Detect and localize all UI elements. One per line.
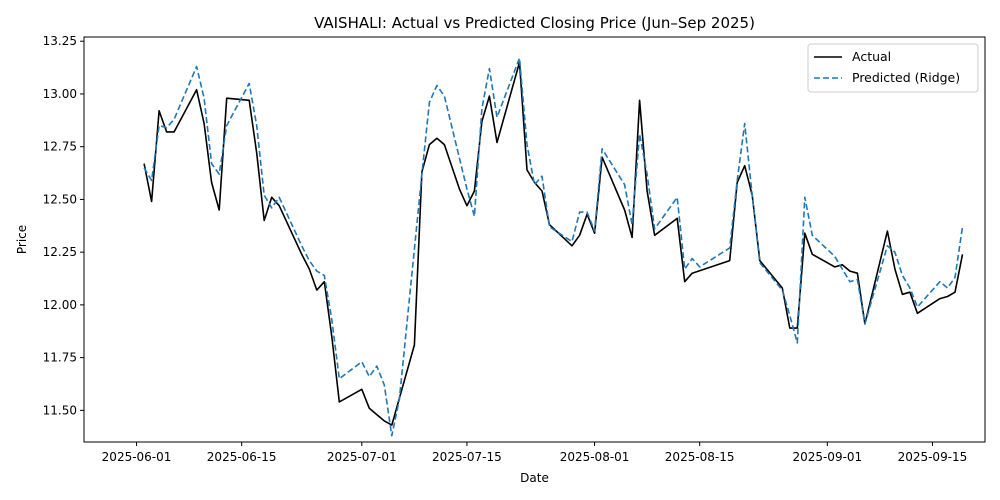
y-axis-title: Price <box>15 225 29 254</box>
x-tick-label: 2025-07-15 <box>432 450 502 464</box>
chart-title: VAISHALI: Actual vs Predicted Closing Pr… <box>314 14 755 32</box>
y-tick-label: 12.25 <box>43 245 77 259</box>
x-axis: 2025-06-01 2025-06-15 2025-07-01 2025-07-15… <box>102 442 968 464</box>
y-tick-label: 12.75 <box>43 140 77 154</box>
legend-box <box>807 43 979 93</box>
series-layer <box>143 57 964 437</box>
legend-label: Actual <box>852 49 891 64</box>
x-tick-label: 2025-09-01 <box>792 450 862 464</box>
series-line-actual <box>143 61 964 426</box>
y-tick-label: 11.50 <box>43 403 77 417</box>
plot-frame <box>83 36 986 443</box>
series-line-predicted <box>143 57 964 437</box>
x-tick-label: 2025-09-15 <box>898 450 968 464</box>
y-tick-label: 12.50 <box>43 192 77 206</box>
y-tick-label: 13.00 <box>43 87 77 101</box>
y-tick-label: 12.00 <box>43 298 77 312</box>
y-axis: 11.50 11.75 12.00 12.25 12.50 12.75 13.00 13.25 <box>43 34 84 417</box>
x-axis-title: Date <box>520 471 549 485</box>
legend-label: Predicted (Ridge) <box>852 70 960 85</box>
x-tick-label: 2025-06-15 <box>207 450 277 464</box>
y-tick-label: 13.25 <box>43 34 77 48</box>
x-tick-label: 2025-06-01 <box>102 450 172 464</box>
x-tick-label: 2025-08-01 <box>560 450 630 464</box>
x-tick-label: 2025-07-01 <box>327 450 397 464</box>
y-tick-label: 11.75 <box>43 351 77 365</box>
x-tick-label: 2025-08-15 <box>665 450 735 464</box>
legend: Actual Predicted (Ridge) <box>807 43 979 93</box>
